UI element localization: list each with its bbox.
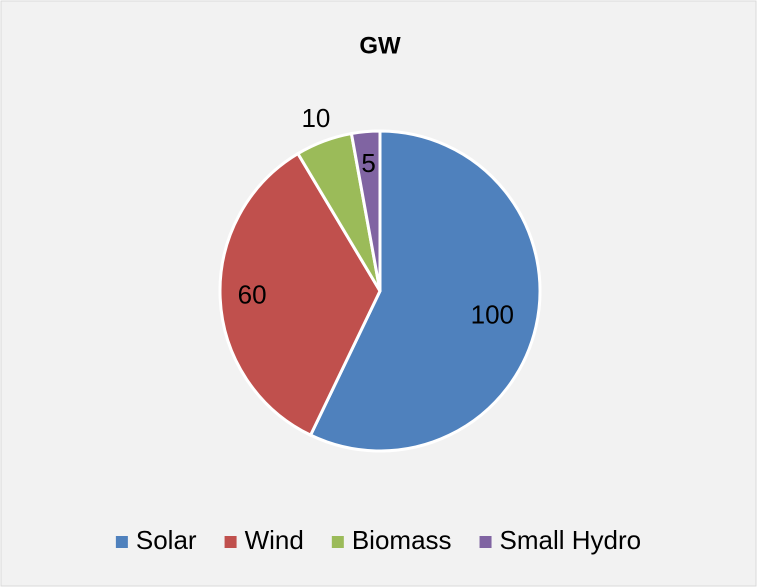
legend-swatch (479, 536, 492, 548)
legend-label: Solar (136, 525, 197, 555)
legend-swatch (331, 536, 344, 548)
legend-swatch (115, 536, 128, 548)
legend-swatch (224, 536, 237, 548)
pie-slice (308, 129, 542, 453)
data-label: 60 (238, 280, 267, 310)
legend-label: Biomass (352, 525, 452, 555)
pie: 100 60 10 5 (218, 103, 542, 453)
legend: Solar Wind Biomass Small Hydro (115, 525, 642, 555)
pie-slice (349, 129, 382, 292)
pie-slice (218, 151, 382, 438)
legend-label: Wind (245, 525, 304, 555)
chart-title: GW (359, 32, 401, 59)
legend-label: Small Hydro (500, 525, 642, 555)
data-label: 10 (301, 103, 330, 133)
data-label: 100 (471, 300, 514, 330)
data-label: 5 (361, 148, 375, 178)
